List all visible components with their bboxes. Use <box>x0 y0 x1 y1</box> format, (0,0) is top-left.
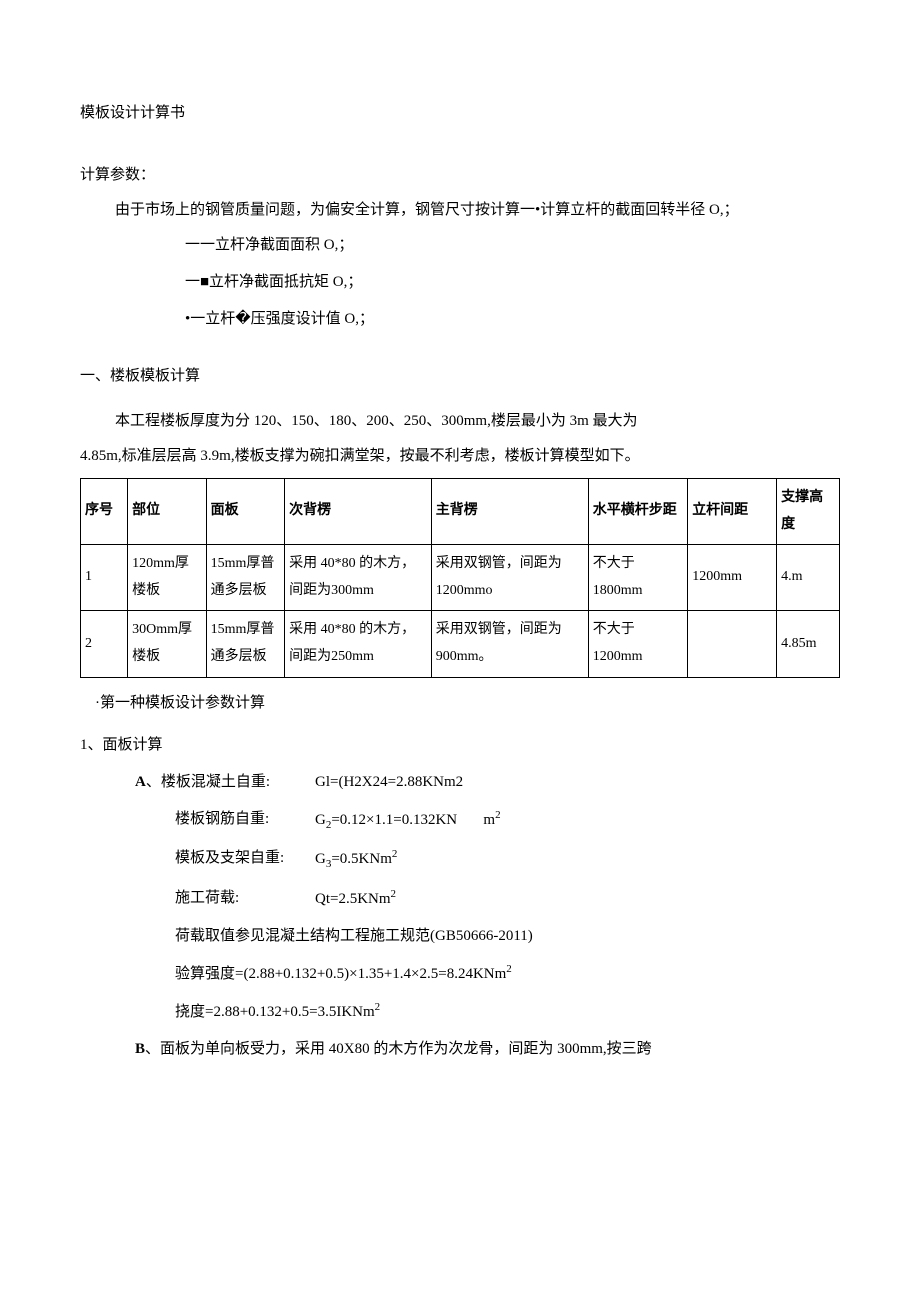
table-row: 2 30Omm厚楼板 15mm厚普通多层板 采用 40*80 的木方，间距为25… <box>81 611 840 677</box>
param-intro: 由于市场上的钢管质量问题，为偏安全计算，钢管尺寸按计算一•计算立杆的截面回转半径… <box>115 197 840 224</box>
cell-position: 120mm厚楼板 <box>128 545 207 611</box>
bullet-first-design: ·第一种模板设计参数计算 <box>95 690 840 717</box>
calc-b-text: 、面板为单向板受力，采用 40X80 的木方作为次龙骨，间距为 300mm,按三… <box>145 1041 652 1057</box>
cell-seq: 2 <box>81 611 128 677</box>
formwork-table: 序号 部位 面板 次背楞 主背楞 水平横杆步距 立杆间距 支撑高度 1 120m… <box>80 478 840 678</box>
col-header-sub-rib: 次背楞 <box>285 479 432 545</box>
calc-steel-label: 楼板钢筋自重: <box>175 806 315 836</box>
calc-note: 荷载取值参见混凝土结构工程施工规范(GB50666-2011) <box>175 923 840 950</box>
calc-strength: 验算强度=(2.88+0.132+0.5)×1.35+1.4×2.5=8.24K… <box>175 960 840 988</box>
calc-a-label: A、楼板混凝土自重: <box>135 769 315 796</box>
cell-panel: 15mm厚普通多层板 <box>206 611 285 677</box>
calc-template-sup: 2 <box>392 848 398 860</box>
cell-horizontal-step: 不大于1800mm <box>588 545 687 611</box>
calc-template-label: 模板及支架自重: <box>175 845 315 875</box>
calc-b-line: B、面板为单向板受力，采用 40X80 的木方作为次龙骨，间距为 300mm,按… <box>135 1036 840 1063</box>
cell-sub-rib: 采用 40*80 的木方，间距为300mm <box>285 545 432 611</box>
cell-support-height: 4.m <box>777 545 840 611</box>
document-title: 模板设计计算书 <box>80 100 840 127</box>
calc-strength-sup: 2 <box>506 963 512 975</box>
section-1-heading: 一、楼板模板计算 <box>80 363 840 390</box>
col-header-panel: 面板 <box>206 479 285 545</box>
calc-deflection: 挠度=2.88+0.132+0.5=3.5IKNm2 <box>175 998 840 1026</box>
cell-sub-rib: 采用 40*80 的木方，间距为250mm <box>285 611 432 677</box>
col-header-post-spacing: 立杆间距 <box>688 479 777 545</box>
col-header-support-height: 支撑高度 <box>777 479 840 545</box>
calc-a-row: A、楼板混凝土自重: Gl=(H2X24=2.88KNm2 <box>135 769 840 796</box>
cell-post-spacing: 1200mm <box>688 545 777 611</box>
calc-construction-label: 施工荷载: <box>175 885 315 913</box>
calc-steel-unit: m <box>483 812 495 828</box>
col-header-main-rib: 主背楞 <box>431 479 588 545</box>
section-1-body-1: 本工程楼板厚度为分 120、150、180、200、250、300mm,楼层最小… <box>115 408 840 435</box>
calc-1-heading: 1、面板计算 <box>80 732 840 759</box>
calc-template-row: 模板及支架自重: G3=0.5KNm2 <box>175 845 840 875</box>
cell-main-rib: 采用双钢管，间距为 900mm。 <box>431 611 588 677</box>
calc-steel-unit-sup: 2 <box>495 809 501 821</box>
calc-template-post: =0.5KNm <box>331 851 392 867</box>
calc-strength-text: 验算强度=(2.88+0.132+0.5)×1.35+1.4×2.5=8.24K… <box>175 966 506 982</box>
calc-a-text: 、楼板混凝土自重: <box>146 774 270 790</box>
param-item-1: 一一立杆净截面面积 O,； <box>185 232 840 259</box>
calc-deflection-sup: 2 <box>375 1001 381 1013</box>
calc-construction-row: 施工荷载: Qt=2.5KNm2 <box>175 885 840 913</box>
calc-a-bold: A <box>135 774 146 790</box>
col-header-position: 部位 <box>128 479 207 545</box>
table-header-row: 序号 部位 面板 次背楞 主背楞 水平横杆步距 立杆间距 支撑高度 <box>81 479 840 545</box>
params-heading: 计算参数： <box>80 162 840 189</box>
table-row: 1 120mm厚楼板 15mm厚普通多层板 采用 40*80 的木方，间距为30… <box>81 545 840 611</box>
calc-steel-post: =0.12×1.1=0.132KN <box>331 812 457 828</box>
section-1-body-2: 4.85m,标准层层高 3.9m,楼板支撑为碗扣满堂架，按最不利考虑，楼板计算模… <box>80 443 840 470</box>
param-item-3: •一立杆�压强度设计值 O,； <box>185 306 840 333</box>
calc-b-bold: B <box>135 1041 145 1057</box>
calc-template-pre: G <box>315 851 326 867</box>
cell-panel: 15mm厚普通多层板 <box>206 545 285 611</box>
calc-construction-formula: Qt=2.5KNm2 <box>315 885 396 913</box>
calc-steel-row: 楼板钢筋自重: G2=0.12×1.1=0.132KN m2 <box>175 806 840 836</box>
calc-construction-sup: 2 <box>391 888 397 900</box>
param-intro-text: 由于市场上的钢管质量问题，为偏安全计算，钢管尺寸按计算一•计算立杆的截面回转半径… <box>115 202 739 218</box>
calc-steel-formula: G2=0.12×1.1=0.132KN m2 <box>315 806 501 836</box>
calc-deflection-text: 挠度=2.88+0.132+0.5=3.5IKNm <box>175 1004 375 1020</box>
cell-post-spacing <box>688 611 777 677</box>
calc-construction-text: Qt=2.5KNm <box>315 891 391 907</box>
cell-position: 30Omm厚楼板 <box>128 611 207 677</box>
calc-steel-pre: G <box>315 812 326 828</box>
cell-seq: 1 <box>81 545 128 611</box>
cell-horizontal-step: 不大于1200mm <box>588 611 687 677</box>
cell-main-rib: 采用双钢管，间距为 1200mmo <box>431 545 588 611</box>
param-item-2: 一■立杆净截面抵抗矩 O,； <box>185 269 840 296</box>
col-header-horizontal-step: 水平横杆步距 <box>588 479 687 545</box>
calc-template-formula: G3=0.5KNm2 <box>315 845 397 875</box>
cell-support-height: 4.85m <box>777 611 840 677</box>
col-header-seq: 序号 <box>81 479 128 545</box>
calc-a-formula: Gl=(H2X24=2.88KNm2 <box>315 769 463 796</box>
